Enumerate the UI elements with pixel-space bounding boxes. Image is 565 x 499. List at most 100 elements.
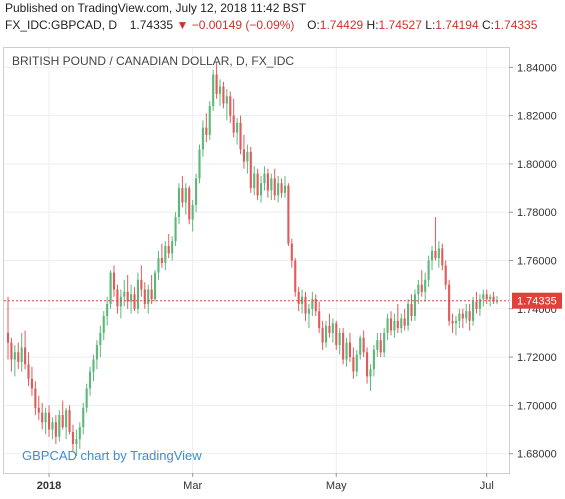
candle	[485, 289, 488, 304]
candle	[212, 69, 215, 111]
candle-body	[427, 260, 430, 280]
candle	[71, 424, 75, 452]
candle-body	[379, 340, 382, 353]
last-price: 1.74335	[129, 18, 174, 32]
candle	[17, 342, 20, 370]
change-value: −0.00149 (−0.09%)	[191, 18, 295, 32]
candle	[99, 325, 102, 358]
candle	[314, 294, 317, 317]
candle-body	[383, 332, 386, 353]
candle-body	[51, 422, 54, 430]
candle	[157, 250, 160, 280]
candle-body	[338, 332, 341, 346]
price-tick-label: 1.76000	[517, 256, 557, 268]
candle-body	[362, 337, 365, 353]
candle	[89, 366, 92, 396]
candle-body	[430, 250, 434, 261]
candle	[383, 328, 386, 358]
watermark-text[interactable]: GBPCAD chart by TradingView	[22, 448, 202, 463]
candle-body	[54, 422, 57, 437]
time-axis[interactable]: 2018 Mar May Jul	[37, 473, 494, 492]
candle	[24, 330, 27, 370]
candle-body	[239, 122, 242, 150]
candlestick-chart[interactable]: BRITISH POUND / CANADIAN DOLLAR, D, FX_I…	[0, 44, 565, 494]
candle-body	[171, 241, 174, 254]
candle-body	[345, 342, 348, 360]
candle	[372, 345, 375, 377]
candle	[454, 316, 458, 336]
candle-body	[396, 320, 399, 329]
candle-body	[314, 299, 317, 312]
candle	[475, 291, 478, 314]
candle-body	[253, 173, 256, 189]
candle	[355, 349, 358, 377]
candle	[287, 183, 290, 247]
candle	[311, 291, 314, 317]
candle	[413, 289, 416, 321]
candle	[458, 308, 461, 329]
candle-body	[126, 291, 129, 302]
close-value: 1.74335	[494, 18, 538, 32]
candle	[444, 260, 447, 290]
candle	[437, 241, 440, 268]
candle-body	[225, 96, 228, 104]
candle	[54, 415, 57, 445]
candle-body	[434, 250, 437, 259]
candle	[239, 115, 242, 155]
candle-body	[297, 291, 300, 304]
candle	[218, 79, 222, 106]
candle	[68, 405, 71, 435]
candle-body	[307, 308, 310, 314]
ohlc-line: FX_IDC:GBPCAD, D 1.74335 ▼ −0.00149 (−0.…	[5, 18, 537, 32]
candle	[82, 402, 85, 435]
candle-body	[495, 300, 499, 302]
candle	[328, 313, 331, 338]
candle-body	[232, 115, 235, 133]
candle	[215, 62, 218, 99]
candle-body	[321, 328, 324, 343]
price-axis[interactable]: 1.840001.820001.800001.780001.760001.740…	[509, 62, 557, 461]
candle-body	[24, 347, 27, 365]
candle-body	[150, 289, 153, 300]
candle-body	[123, 291, 126, 297]
candle	[13, 345, 16, 377]
candle	[369, 364, 372, 391]
candle-body	[246, 151, 249, 162]
candle-body	[410, 303, 413, 317]
candle	[246, 144, 249, 174]
candle	[47, 405, 51, 437]
candle-body	[393, 320, 396, 331]
candle-body	[266, 173, 269, 191]
price-tick-label: 1.68000	[517, 449, 557, 461]
candle	[280, 178, 283, 198]
price-tick-label: 1.70000	[517, 400, 557, 412]
candle-body	[47, 412, 51, 430]
candle-body	[259, 183, 263, 196]
candle	[229, 91, 232, 123]
time-tick-label: 2018	[37, 480, 61, 492]
candle	[283, 175, 287, 198]
candle	[78, 422, 81, 449]
symbol-label: FX_IDC:GBPCAD, D	[5, 18, 118, 32]
candle	[290, 238, 293, 268]
candle-body	[177, 188, 181, 218]
time-tick-label: Mar	[183, 480, 202, 492]
candle-body	[133, 294, 136, 309]
candle	[294, 258, 297, 297]
candle-body	[112, 272, 116, 290]
candle-body	[475, 301, 478, 309]
candle-body	[160, 258, 163, 263]
candle	[307, 303, 310, 329]
candle-body	[147, 289, 150, 304]
candle	[376, 332, 379, 358]
candle	[301, 289, 304, 314]
candle-body	[44, 412, 47, 423]
candle-body	[37, 407, 40, 413]
candle	[65, 407, 68, 440]
candle-body	[34, 388, 37, 408]
candle-body	[167, 246, 170, 254]
candle	[417, 279, 420, 304]
candle	[379, 332, 382, 358]
time-tick-label: Jul	[480, 480, 494, 492]
candle-body	[420, 284, 423, 292]
